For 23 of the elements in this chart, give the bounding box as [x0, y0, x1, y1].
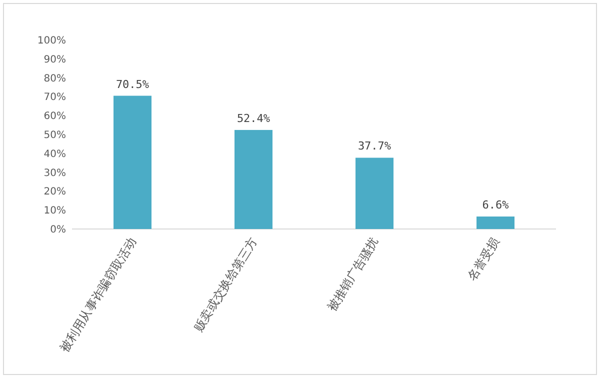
y-tick-label: 0% — [50, 224, 66, 236]
y-tick-label: 40% — [44, 148, 66, 160]
data-label: 70.5% — [116, 78, 150, 91]
bar — [476, 216, 514, 229]
bar — [234, 130, 272, 229]
y-tick-label: 50% — [44, 130, 66, 141]
x-tick-label: 被推销广告骚扰 — [324, 235, 382, 314]
data-label: 6.6% — [482, 198, 510, 212]
y-tick-label: 80% — [44, 73, 66, 84]
y-tick-label: 70% — [44, 92, 66, 104]
y-tick-label: 20% — [44, 186, 66, 198]
x-tick-label: 贩卖或交换给第三方 — [190, 235, 260, 334]
y-tick-label: 90% — [44, 54, 66, 66]
data-label: 37.7% — [358, 140, 392, 153]
data-label: 52.4% — [236, 112, 270, 125]
bar — [356, 158, 394, 229]
y-tick-label: 10% — [44, 206, 66, 217]
x-tick-label: 名誉受损 — [464, 235, 502, 284]
y-tick-label: 60% — [44, 111, 66, 122]
bar — [114, 96, 152, 229]
x-tick-label: 被利用从事诈骗窃取活动 — [57, 235, 140, 355]
y-tick-label: 100% — [37, 36, 66, 46]
y-tick-label: 30% — [44, 168, 66, 179]
